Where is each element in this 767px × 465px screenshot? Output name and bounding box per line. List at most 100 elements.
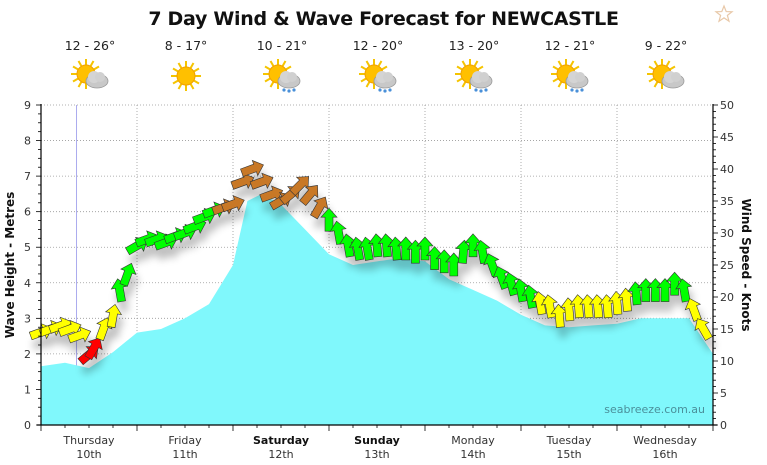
wind-arrow bbox=[531, 291, 549, 316]
temperature-range: 13 - 20° bbox=[448, 38, 500, 53]
y-tick-label: 2 bbox=[24, 348, 31, 361]
wind-arrow-shape bbox=[77, 346, 99, 366]
wind-arrow-shape bbox=[377, 233, 395, 258]
wind-arrow bbox=[464, 233, 482, 258]
wind-arrow bbox=[279, 186, 301, 206]
y2-tick-label: 5 bbox=[720, 387, 727, 400]
wind-arrow-shape bbox=[230, 172, 255, 190]
wind-arrow-shape bbox=[134, 230, 159, 248]
wind-arrow bbox=[249, 172, 274, 190]
wind-arrow bbox=[656, 278, 674, 302]
wind-arrow-shape bbox=[531, 291, 549, 316]
wind-arrow-shape bbox=[329, 220, 347, 245]
x-day-label: Thursday bbox=[62, 434, 115, 447]
wind-arrow bbox=[675, 278, 693, 303]
wind-arrow bbox=[172, 223, 197, 241]
temperature-range: 8 - 17° bbox=[164, 38, 208, 53]
wind-arrow bbox=[416, 236, 434, 261]
wave-height-area bbox=[41, 193, 713, 425]
cloud-showers-icon bbox=[426, 58, 522, 94]
x-day-label: Monday bbox=[451, 434, 495, 447]
wind-arrow bbox=[473, 239, 491, 265]
wind-arrow-shape bbox=[220, 195, 245, 213]
wind-arrow-shape bbox=[656, 278, 674, 302]
wind-arrow bbox=[38, 319, 63, 337]
wind-arrow bbox=[646, 278, 665, 302]
y-tick-label: 1 bbox=[24, 383, 31, 396]
wind-arrow-shape bbox=[569, 294, 587, 319]
wind-arrow-shape bbox=[492, 266, 510, 290]
wind-arrow bbox=[540, 294, 558, 319]
y-axis-title: Wave Height - Metres bbox=[3, 192, 17, 339]
wind-arrow-shape bbox=[368, 233, 386, 258]
wind-arrow bbox=[67, 326, 92, 344]
y-tick-label: 4 bbox=[24, 277, 31, 290]
wind-arrow-shape bbox=[358, 236, 376, 261]
wind-arrow-shape bbox=[289, 176, 310, 197]
wind-arrow bbox=[339, 233, 357, 258]
y2-tick-label: 20 bbox=[720, 291, 734, 304]
wind-arrow-shape bbox=[104, 303, 123, 329]
wind-arrow-shape bbox=[57, 319, 82, 337]
wind-arrow bbox=[492, 266, 510, 290]
wind-arrow-shape bbox=[521, 284, 539, 309]
y-tick-label: 9 bbox=[24, 99, 31, 112]
wind-arrow-shape bbox=[579, 294, 597, 319]
wind-arrow-shape bbox=[646, 278, 665, 302]
wind-arrow bbox=[397, 236, 415, 261]
wind-arrow-shape bbox=[153, 233, 178, 251]
wind-arrow-shape bbox=[464, 233, 482, 258]
wind-arrow-shape bbox=[684, 298, 702, 322]
wind-arrow-shape bbox=[502, 272, 520, 297]
y2-tick-label: 25 bbox=[720, 259, 734, 272]
x-date-label: 10th bbox=[76, 448, 101, 461]
y2-tick-label: 0 bbox=[720, 419, 727, 432]
wind-arrow bbox=[550, 303, 568, 328]
wind-arrow bbox=[163, 227, 188, 245]
temperature-range: 12 - 21° bbox=[544, 38, 596, 53]
wind-arrow-shape bbox=[119, 262, 137, 287]
wind-arrow-shape bbox=[310, 196, 329, 220]
y2-tick-label: 45 bbox=[720, 131, 734, 144]
wind-arrow-shape bbox=[455, 239, 473, 264]
watermark: seabreeze.com.au bbox=[604, 403, 705, 416]
wind-arrow-shape bbox=[560, 297, 578, 322]
x-date-label: 11th bbox=[172, 448, 197, 461]
x-day-label: Wednesday bbox=[633, 434, 697, 447]
wind-arrow bbox=[299, 185, 319, 207]
day-forecast: 9 - 22° bbox=[618, 38, 714, 94]
wind-arrow-shape bbox=[617, 287, 635, 312]
wind-arrow bbox=[569, 294, 587, 319]
wind-arrow bbox=[259, 185, 284, 203]
day-forecast: 10 - 21° bbox=[234, 38, 330, 94]
wind-arrow bbox=[560, 297, 578, 322]
wind-arrow bbox=[435, 249, 453, 274]
wind-arrow-shape bbox=[339, 233, 357, 258]
x-day-label: Saturday bbox=[253, 434, 309, 447]
star-outline-icon[interactable] bbox=[714, 4, 734, 24]
wind-arrow-shape bbox=[348, 236, 366, 261]
y-tick-label: 8 bbox=[24, 135, 31, 148]
temperature-range: 10 - 21° bbox=[256, 38, 308, 53]
y2-tick-label: 15 bbox=[720, 323, 734, 336]
x-date-label: 14th bbox=[460, 448, 485, 461]
wind-arrow-shape bbox=[192, 207, 216, 225]
wind-arrow-shape bbox=[144, 230, 168, 248]
wind-arrow-shape bbox=[201, 201, 226, 219]
wind-arrow-shape bbox=[125, 236, 148, 256]
wind-arrow bbox=[377, 233, 395, 258]
wind-arrow bbox=[28, 323, 53, 341]
wind-arrow bbox=[48, 316, 72, 334]
x-day-label: Sunday bbox=[354, 434, 400, 447]
wind-arrow-shape bbox=[299, 185, 319, 207]
y-tick-label: 0 bbox=[24, 419, 31, 432]
x-date-label: 16th bbox=[652, 448, 677, 461]
wind-arrow-shape bbox=[665, 271, 684, 296]
wind-arrow-shape bbox=[550, 303, 568, 328]
x-day-label: Friday bbox=[168, 434, 202, 447]
wind-arrow-shape bbox=[445, 252, 463, 277]
axes: 012345678905101520253035404550Thursday10… bbox=[24, 99, 734, 461]
day-forecast: 8 - 17° bbox=[138, 38, 234, 94]
wind-arrow-shape bbox=[694, 318, 713, 341]
wind-arrow-shape bbox=[637, 278, 655, 302]
